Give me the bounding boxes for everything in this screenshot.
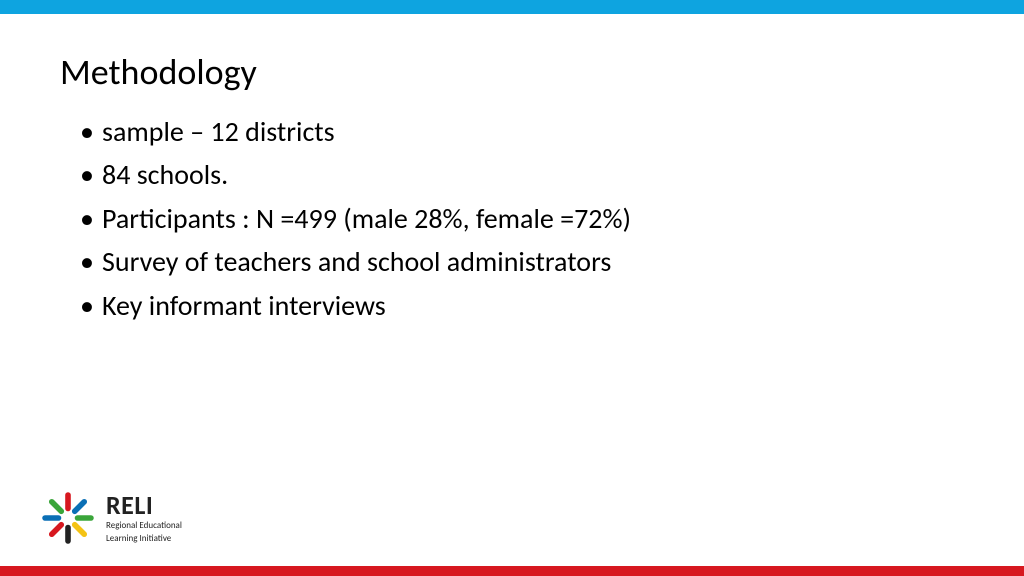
list-item: 84 schools. [80, 153, 964, 196]
list-item: sample – 12 districts [80, 110, 964, 153]
bottom-accent-bar [0, 566, 1024, 576]
logo-subtitle-line2: Learning Initiative [106, 534, 182, 544]
top-accent-bar [0, 0, 1024, 14]
list-item: Survey of teachers and school administra… [80, 240, 964, 283]
reli-logo-icon [40, 490, 96, 546]
logo-acronym: RELI [106, 492, 182, 518]
logo-block: RELI Regional Educational Learning Initi… [40, 490, 182, 546]
slide-title: Methodology [60, 50, 257, 94]
logo-text: RELI Regional Educational Learning Initi… [106, 492, 182, 545]
list-item: Key informant interviews [80, 284, 964, 327]
list-item: Participants : N =499 (male 28%, female … [80, 197, 964, 240]
logo-subtitle-line1: Regional Educational [106, 521, 182, 531]
bullet-list: sample – 12 districts 84 schools. Partic… [80, 110, 964, 327]
